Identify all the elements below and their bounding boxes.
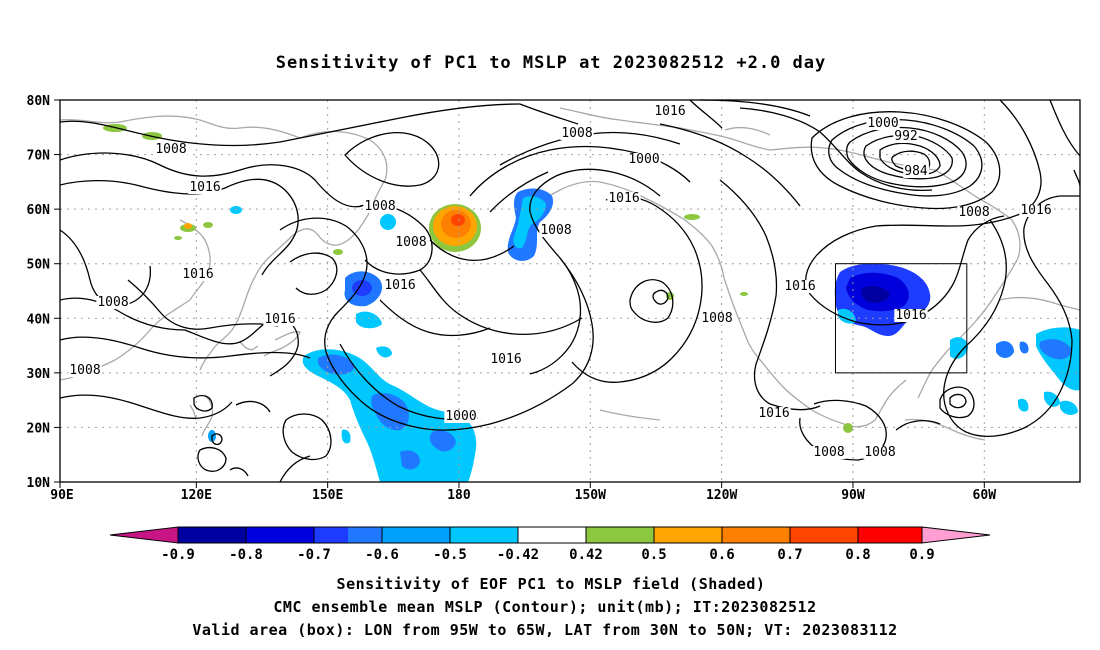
lon-label: 120E	[181, 488, 212, 503]
contour-label: 1008	[97, 295, 128, 310]
lat-label: 30N	[27, 367, 51, 382]
colorbar-segment	[790, 527, 858, 543]
contour-label: 1016	[384, 278, 415, 293]
contour-label: 1000	[867, 116, 898, 131]
lon-label: 90E	[50, 488, 73, 503]
axis-ticks	[54, 99, 985, 488]
colorbar-segment	[722, 527, 790, 543]
colorbar-label: -0.42	[497, 547, 539, 563]
colorbar: -0.9 -0.8 -0.7 -0.6 -0.5 -0.42 0.42 0.5 …	[109, 526, 991, 563]
lon-label: 180	[447, 488, 471, 503]
lat-label: 10N	[27, 476, 51, 491]
colorbar-label: 0.9	[909, 547, 934, 563]
lat-label: 80N	[27, 94, 51, 109]
lon-label: 150W	[575, 488, 606, 503]
valid-area-box	[834, 263, 968, 374]
colorbar-low-extension	[110, 527, 178, 543]
contour-label: 1016	[182, 267, 213, 282]
colorbar-segment	[178, 527, 246, 543]
caption-line-2: CMC ensemble mean MSLP (Contour); unit(m…	[273, 598, 816, 616]
contour-label: 1008	[155, 142, 186, 157]
caption: Sensitivity of EOF PC1 to MSLP field (Sh…	[192, 575, 897, 639]
lon-label: 120W	[706, 488, 737, 503]
contour-label: 1008	[561, 126, 592, 141]
caption-line-3: Valid area (box): LON from 95W to 65W, L…	[192, 621, 897, 639]
contour-label: 1000	[445, 409, 476, 424]
contour-label: 1008	[395, 235, 426, 250]
colorbar-segment	[382, 527, 450, 543]
contour-label: 1016	[784, 279, 815, 294]
colorbar-label: 0.5	[641, 547, 666, 563]
contour-label: 1016	[654, 104, 685, 119]
contour-labels: 1016 1008 1000 1008 1016 1000 992 984 10…	[68, 104, 1053, 460]
contour-label: 1016	[758, 406, 789, 421]
lon-label: 150E	[312, 488, 343, 503]
colorbar-label: 0.42	[569, 547, 603, 563]
latitude-labels: 80N 70N 60N 50N 40N 30N 20N 10N	[27, 94, 51, 491]
map-panel: 1016 1008 1000 1008 1016 1000 992 984 10…	[27, 94, 1081, 503]
contour-label: 1016	[895, 308, 926, 323]
lon-label: 60W	[973, 488, 997, 503]
colorbar-segment	[450, 527, 518, 543]
contour-label: 1008	[864, 445, 895, 460]
colorbar-segment	[586, 527, 654, 543]
contour-label: 1016	[608, 191, 639, 206]
contour-label: 1008	[958, 205, 989, 220]
colorbar-label: 0.8	[845, 547, 870, 563]
colorbar-label: -0.7	[297, 547, 331, 563]
lat-label: 50N	[27, 258, 51, 273]
caption-line-1: Sensitivity of EOF PC1 to MSLP field (Sh…	[337, 575, 766, 593]
contour-label: 984	[904, 164, 928, 179]
colorbar-label: -0.9	[161, 547, 195, 563]
contour-label: 1008	[540, 223, 571, 238]
contour-label: 992	[894, 129, 917, 144]
longitude-labels: 90E 120E 150E 180 150W 120W 90W 60W	[50, 488, 996, 503]
contour-label: 1016	[1020, 203, 1051, 218]
contour-label: 1016	[490, 352, 521, 367]
lat-label: 70N	[27, 149, 51, 164]
contour-label: 1008	[364, 199, 395, 214]
lat-label: 60N	[27, 203, 51, 218]
mslp-contours	[59, 99, 1081, 483]
colorbar-segment	[246, 527, 314, 543]
contour-label: 1016	[189, 180, 220, 195]
contour-label: 1000	[628, 152, 659, 167]
colorbar-label: -0.6	[365, 547, 399, 563]
colorbar-segment	[314, 527, 348, 543]
lat-label: 40N	[27, 312, 51, 327]
map-frame	[59, 99, 1081, 483]
contour-label: 1008	[69, 363, 100, 378]
contour-label: 1016	[264, 312, 295, 327]
colorbar-label: -0.8	[229, 547, 263, 563]
colorbar-label: 0.6	[709, 547, 734, 563]
contour-label: 1008	[813, 445, 844, 460]
colorbar-label: 0.7	[777, 547, 802, 563]
colorbar-segment	[654, 527, 722, 543]
map-title: Sensitivity of PC1 to MSLP at 2023082512…	[276, 53, 827, 73]
colorbar-high-extension	[922, 527, 990, 543]
colorbar-segment	[348, 527, 382, 543]
lon-label: 90W	[841, 488, 865, 503]
colorbar-segment	[858, 527, 922, 543]
colorbar-segment	[518, 527, 586, 543]
contour-label: 1008	[701, 311, 732, 326]
colorbar-labels: -0.9 -0.8 -0.7 -0.6 -0.5 -0.42 0.42 0.5 …	[161, 547, 935, 563]
lat-label: 20N	[27, 421, 51, 436]
grid-lines	[60, 100, 1080, 482]
colorbar-label: -0.5	[433, 547, 467, 563]
